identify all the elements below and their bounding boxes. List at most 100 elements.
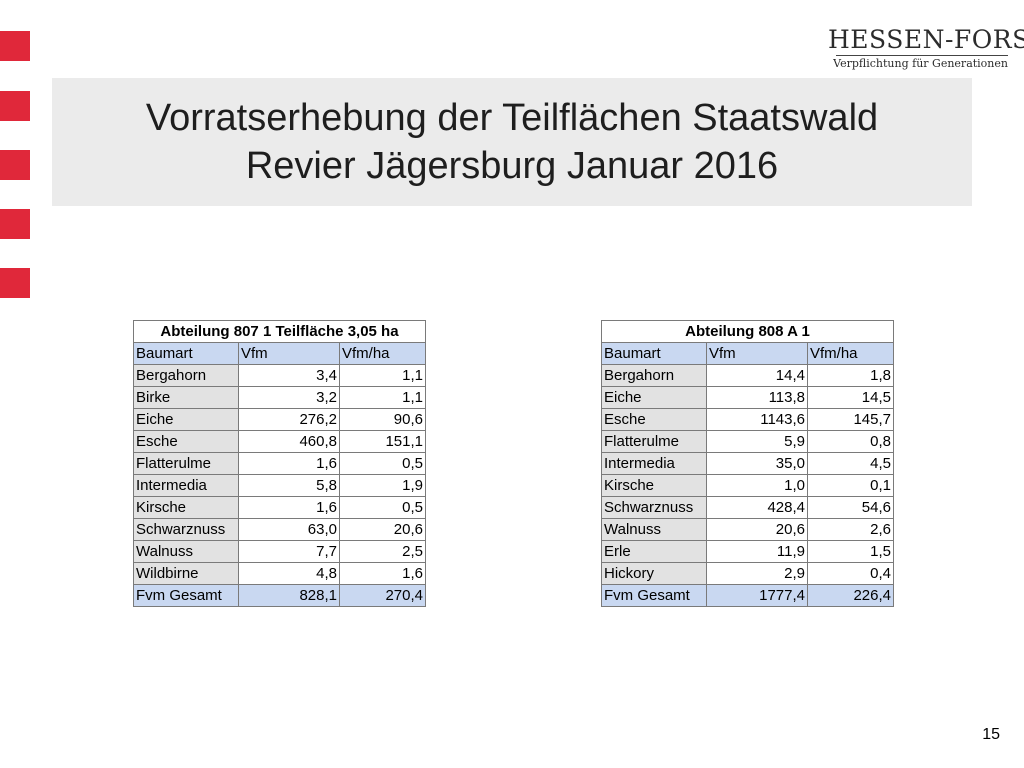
table-heading-row: Abteilung 807 1 Teilfläche 3,05 ha bbox=[133, 320, 426, 343]
cell-vfm-ha: 1,1 bbox=[339, 364, 426, 387]
cell-vfm-ha: 0,5 bbox=[339, 496, 426, 519]
total-vfm-ha: 226,4 bbox=[807, 584, 894, 607]
table-abteilung-808: Abteilung 808 A 1 Baumart Vfm Vfm/ha Ber… bbox=[601, 320, 894, 607]
cell-baumart: Intermedia bbox=[601, 452, 707, 475]
cell-baumart: Wildbirne bbox=[133, 562, 239, 585]
table-column-header-row: Baumart Vfm Vfm/ha bbox=[601, 342, 894, 365]
decorative-red-bar bbox=[0, 209, 30, 239]
decorative-red-bar bbox=[0, 91, 30, 121]
total-vfm-ha: 270,4 bbox=[339, 584, 426, 607]
table-heading: Abteilung 807 1 Teilfläche 3,05 ha bbox=[133, 320, 426, 343]
cell-baumart: Eiche bbox=[601, 386, 707, 409]
column-header-baumart: Baumart bbox=[601, 342, 707, 365]
cell-vfm: 14,4 bbox=[706, 364, 808, 387]
cell-baumart: Schwarznuss bbox=[601, 496, 707, 519]
cell-baumart: Flatterulme bbox=[133, 452, 239, 475]
cell-vfm-ha: 1,1 bbox=[339, 386, 426, 409]
table-row: Schwarznuss 428,4 54,6 bbox=[601, 496, 894, 519]
cell-baumart: Esche bbox=[133, 430, 239, 453]
page-number: 15 bbox=[982, 726, 1000, 743]
cell-vfm-ha: 54,6 bbox=[807, 496, 894, 519]
decorative-red-bar bbox=[0, 150, 30, 180]
column-header-vfm-ha: Vfm/ha bbox=[339, 342, 426, 365]
cell-baumart: Intermedia bbox=[133, 474, 239, 497]
cell-baumart: Birke bbox=[133, 386, 239, 409]
table-row: Erle 11,9 1,5 bbox=[601, 540, 894, 563]
table-row: Flatterulme 1,6 0,5 bbox=[133, 452, 426, 475]
cell-baumart: Walnuss bbox=[601, 518, 707, 541]
cell-vfm-ha: 0,1 bbox=[807, 474, 894, 497]
table-row: Esche 460,8 151,1 bbox=[133, 430, 426, 453]
cell-vfm-ha: 1,6 bbox=[339, 562, 426, 585]
cell-vfm-ha: 4,5 bbox=[807, 452, 894, 475]
column-header-vfm-ha: Vfm/ha bbox=[807, 342, 894, 365]
cell-vfm-ha: 20,6 bbox=[339, 518, 426, 541]
table-row: Birke 3,2 1,1 bbox=[133, 386, 426, 409]
cell-vfm: 11,9 bbox=[706, 540, 808, 563]
cell-vfm-ha: 1,9 bbox=[339, 474, 426, 497]
table-row: Bergahorn 14,4 1,8 bbox=[601, 364, 894, 387]
decorative-red-bar bbox=[0, 268, 30, 298]
cell-vfm-ha: 1,8 bbox=[807, 364, 894, 387]
logo-brand: HESSEN-FORST bbox=[828, 25, 1024, 54]
table-row: Intermedia 5,8 1,9 bbox=[133, 474, 426, 497]
cell-baumart: Kirsche bbox=[133, 496, 239, 519]
cell-vfm: 5,8 bbox=[238, 474, 340, 497]
cell-vfm: 1,0 bbox=[706, 474, 808, 497]
cell-vfm: 3,4 bbox=[238, 364, 340, 387]
cell-baumart: Bergahorn bbox=[601, 364, 707, 387]
total-label: Fvm Gesamt bbox=[133, 584, 239, 607]
cell-vfm-ha: 2,6 bbox=[807, 518, 894, 541]
table-row: Wildbirne 4,8 1,6 bbox=[133, 562, 426, 585]
title-box: Vorratserhebung der Teilflächen Staatswa… bbox=[52, 78, 972, 206]
table-abteilung-807: Abteilung 807 1 Teilfläche 3,05 ha Bauma… bbox=[133, 320, 426, 607]
cell-baumart: Esche bbox=[601, 408, 707, 431]
total-vfm: 828,1 bbox=[238, 584, 340, 607]
cell-baumart: Hickory bbox=[601, 562, 707, 585]
table-total-row: Fvm Gesamt 828,1 270,4 bbox=[133, 584, 426, 607]
total-label: Fvm Gesamt bbox=[601, 584, 707, 607]
cell-vfm: 276,2 bbox=[238, 408, 340, 431]
cell-vfm-ha: 90,6 bbox=[339, 408, 426, 431]
cell-vfm: 1,6 bbox=[238, 496, 340, 519]
cell-vfm: 4,8 bbox=[238, 562, 340, 585]
table-row: Eiche 113,8 14,5 bbox=[601, 386, 894, 409]
table-row: Eiche 276,2 90,6 bbox=[133, 408, 426, 431]
cell-vfm-ha: 0,8 bbox=[807, 430, 894, 453]
table-row: Schwarznuss 63,0 20,6 bbox=[133, 518, 426, 541]
cell-baumart: Bergahorn bbox=[133, 364, 239, 387]
cell-vfm-ha: 0,5 bbox=[339, 452, 426, 475]
cell-baumart: Eiche bbox=[133, 408, 239, 431]
cell-baumart: Flatterulme bbox=[601, 430, 707, 453]
cell-vfm-ha: 0,4 bbox=[807, 562, 894, 585]
title-line-2: Revier Jägersburg Januar 2016 bbox=[245, 145, 779, 187]
cell-vfm: 35,0 bbox=[706, 452, 808, 475]
page-title: Vorratserhebung der Teilflächen Staatswa… bbox=[146, 94, 878, 190]
hessen-forst-logo: HESSEN-FORST Verpflichtung für Generatio… bbox=[828, 25, 1024, 71]
table-row: Walnuss 20,6 2,6 bbox=[601, 518, 894, 541]
logo-divider bbox=[836, 55, 1008, 56]
table-row: Esche 1143,6 145,7 bbox=[601, 408, 894, 431]
cell-vfm: 460,8 bbox=[238, 430, 340, 453]
cell-vfm: 63,0 bbox=[238, 518, 340, 541]
table-row: Walnuss 7,7 2,5 bbox=[133, 540, 426, 563]
total-vfm: 1777,4 bbox=[706, 584, 808, 607]
table-row: Hickory 2,9 0,4 bbox=[601, 562, 894, 585]
table-row: Kirsche 1,6 0,5 bbox=[133, 496, 426, 519]
decorative-red-bar bbox=[0, 31, 30, 61]
table-row: Kirsche 1,0 0,1 bbox=[601, 474, 894, 497]
table-row: Bergahorn 3,4 1,1 bbox=[133, 364, 426, 387]
cell-vfm: 428,4 bbox=[706, 496, 808, 519]
cell-baumart: Walnuss bbox=[133, 540, 239, 563]
table-total-row: Fvm Gesamt 1777,4 226,4 bbox=[601, 584, 894, 607]
cell-vfm: 3,2 bbox=[238, 386, 340, 409]
cell-vfm-ha: 1,5 bbox=[807, 540, 894, 563]
table-heading: Abteilung 808 A 1 bbox=[601, 320, 894, 343]
cell-vfm: 7,7 bbox=[238, 540, 340, 563]
logo-tagline: Verpflichtung für Generationen bbox=[833, 57, 1008, 70]
cell-baumart: Erle bbox=[601, 540, 707, 563]
table-row: Flatterulme 5,9 0,8 bbox=[601, 430, 894, 453]
table-heading-row: Abteilung 808 A 1 bbox=[601, 320, 894, 343]
cell-vfm-ha: 151,1 bbox=[339, 430, 426, 453]
cell-vfm-ha: 2,5 bbox=[339, 540, 426, 563]
